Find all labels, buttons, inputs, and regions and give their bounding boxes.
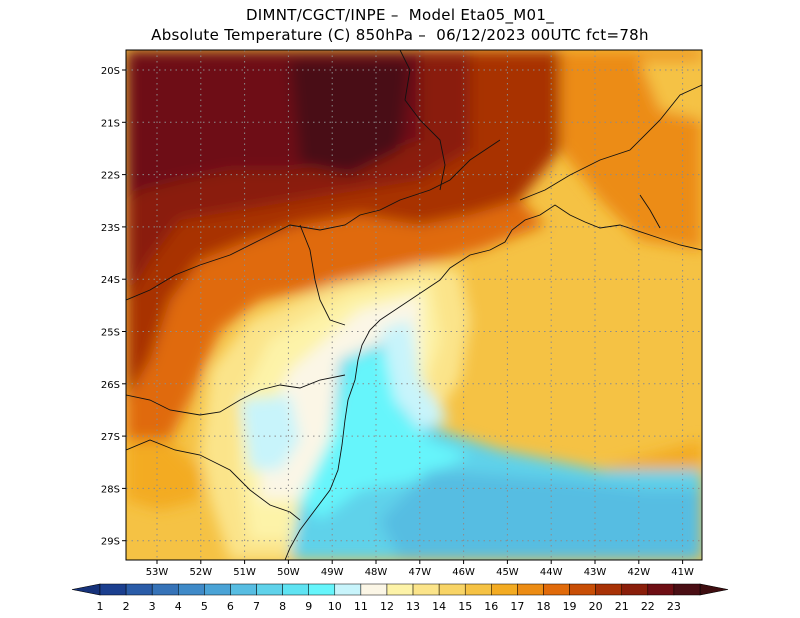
colorbar-swatch bbox=[438, 583, 466, 596]
colorbar-label: 22 bbox=[641, 600, 655, 613]
state-border-7 bbox=[639, 194, 661, 229]
lat-label: 26S bbox=[101, 380, 120, 391]
colorbar-label: 12 bbox=[380, 600, 394, 613]
map-frame bbox=[125, 49, 703, 561]
lon-label: 46W bbox=[452, 567, 475, 578]
longitude-labels: 53W 52W 51W 50W 49W 48W 47W 46W 45W 44W 43W 42W 41W bbox=[146, 560, 694, 578]
lon-label: 49W bbox=[321, 567, 344, 578]
lat-label: 25S bbox=[101, 328, 120, 339]
boundaries bbox=[126, 50, 702, 560]
state-border-2 bbox=[126, 439, 301, 521]
colorbar-under-arrow bbox=[71, 583, 101, 596]
coastline bbox=[284, 204, 702, 560]
colorbar-swatch bbox=[595, 583, 622, 596]
colorbar-label: 23 bbox=[667, 600, 681, 613]
colorbar-swatch bbox=[204, 583, 231, 596]
colorbar-label: 21 bbox=[615, 600, 629, 613]
colorbar-label: 11 bbox=[354, 600, 368, 613]
lon-label: 52W bbox=[189, 567, 212, 578]
colorbar-swatch bbox=[230, 583, 257, 596]
lon-label: 47W bbox=[408, 567, 431, 578]
latitude-labels: 20S 21S 22S 23S 24S 25S 26S 27S 28S 29S bbox=[101, 66, 126, 548]
colorbar-label: 14 bbox=[432, 600, 446, 613]
colorbar-swatch bbox=[308, 583, 336, 596]
colorbar-swatch bbox=[178, 583, 205, 596]
colorbar-label: 7 bbox=[253, 600, 260, 613]
colorbar-swatch bbox=[151, 583, 179, 596]
lat-label: 24S bbox=[101, 275, 120, 286]
state-border-5 bbox=[519, 84, 702, 201]
colorbar-swatch bbox=[491, 583, 518, 596]
lon-label: 50W bbox=[277, 567, 300, 578]
colorbar-label: 2 bbox=[123, 600, 130, 613]
title-line-1: DIMNT/CGCT/INPE – Model Eta05_M01_ bbox=[245, 6, 555, 24]
lat-label: 23S bbox=[101, 223, 120, 234]
colorbar-swatch bbox=[99, 583, 127, 596]
lat-label: 20S bbox=[101, 66, 120, 77]
colorbar-label: 15 bbox=[458, 600, 472, 613]
colorbar-swatch bbox=[256, 583, 283, 596]
colorbar-swatch bbox=[543, 583, 570, 596]
colorbar-label: 6 bbox=[227, 600, 234, 613]
colorbar: 1 2 3 4 5 6 7 8 9 10 11 12 13 14 15 16 17 18 19 20 21 22 23 bbox=[71, 583, 729, 613]
lon-label: 41W bbox=[671, 567, 694, 578]
colorbar-swatch bbox=[282, 583, 309, 596]
temperature-field bbox=[126, 50, 702, 560]
colorbar-label: 4 bbox=[175, 600, 182, 613]
colorbar-swatch bbox=[464, 583, 492, 596]
colorbar-label: 17 bbox=[510, 600, 524, 613]
colorbar-swatch bbox=[569, 583, 596, 596]
lon-label: 48W bbox=[365, 567, 388, 578]
colorbar-swatch bbox=[334, 583, 362, 596]
colorbar-label: 16 bbox=[484, 600, 498, 613]
colorbar-label: 20 bbox=[589, 600, 603, 613]
lon-label: 44W bbox=[540, 567, 563, 578]
lat-label: 28S bbox=[101, 484, 120, 495]
lon-label: 53W bbox=[146, 567, 169, 578]
colorbar-over-arrow bbox=[699, 583, 729, 596]
colorbar-label: 18 bbox=[536, 600, 550, 613]
colorbar-label: 10 bbox=[328, 600, 342, 613]
colorbar-swatch bbox=[386, 583, 414, 596]
lon-label: 43W bbox=[584, 567, 607, 578]
lon-label: 42W bbox=[627, 567, 650, 578]
colorbar-label: 9 bbox=[305, 600, 312, 613]
colorbar-label: 3 bbox=[149, 600, 156, 613]
colorbar-swatch bbox=[412, 583, 440, 596]
lat-label: 21S bbox=[101, 118, 120, 129]
state-border-4 bbox=[299, 224, 346, 326]
state-border-6 bbox=[399, 50, 446, 191]
colorbar-swatch bbox=[647, 583, 675, 596]
lon-label: 51W bbox=[233, 567, 256, 578]
title-line-2: Absolute Temperature (C) 850hPa – 06/12/… bbox=[151, 26, 649, 44]
colorbar-swatch bbox=[621, 583, 649, 596]
lat-label: 27S bbox=[101, 432, 120, 443]
colorbar-label: 8 bbox=[279, 600, 286, 613]
lat-label: 29S bbox=[101, 537, 120, 548]
colorbar-label: 1 bbox=[97, 600, 104, 613]
colorbar-label: 19 bbox=[563, 600, 577, 613]
state-border-3 bbox=[126, 139, 501, 301]
colorbar-swatch bbox=[360, 583, 388, 596]
colorbar-swatch bbox=[125, 583, 153, 596]
lon-label: 45W bbox=[496, 567, 519, 578]
lat-label: 22S bbox=[101, 171, 120, 182]
state-border-1 bbox=[126, 374, 346, 416]
colorbar-swatch bbox=[517, 583, 544, 596]
colorbar-label: 5 bbox=[201, 600, 208, 613]
colorbar-label: 13 bbox=[406, 600, 420, 613]
colorbar-swatch bbox=[673, 583, 701, 596]
